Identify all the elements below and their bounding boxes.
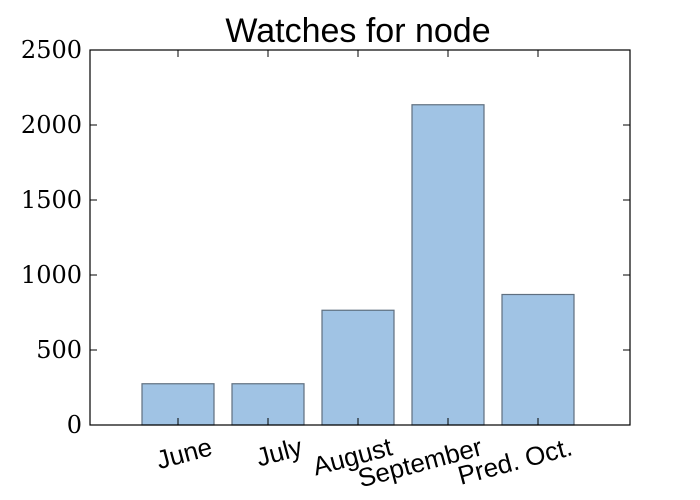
y-tick-label: 2500	[21, 36, 82, 64]
x-tick-label: June	[153, 431, 215, 475]
bar-august	[321, 309, 395, 426]
plot-frame	[89, 49, 631, 426]
y-axis-ticks: 0 500 1000 1500 2000 2500	[21, 36, 630, 439]
bar-september	[411, 104, 485, 426]
bar-pred-oct	[501, 293, 575, 426]
y-tick-label: 0	[67, 411, 82, 439]
y-tick-label: 1000	[21, 261, 82, 289]
bars-group	[141, 104, 575, 426]
chart-title: Watches for node	[225, 12, 490, 50]
y-tick-label: 500	[36, 336, 82, 364]
x-tick-label: July	[253, 431, 305, 472]
y-tick-label: 2000	[21, 111, 82, 139]
y-tick-label: 1500	[21, 186, 82, 214]
